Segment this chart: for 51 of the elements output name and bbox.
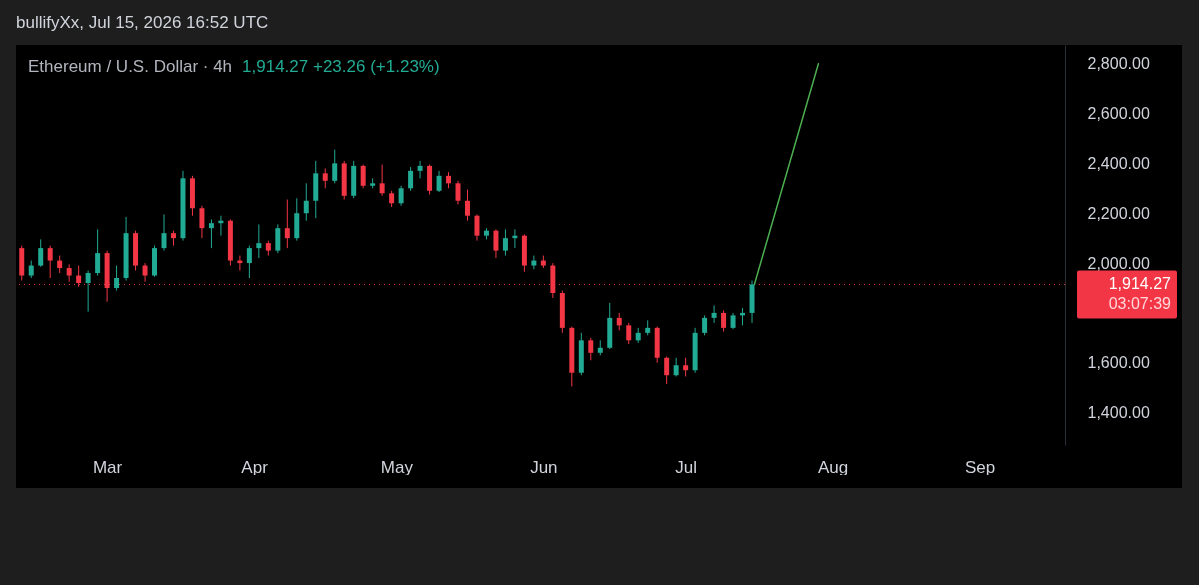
text: 03:07:39 bbox=[1108, 295, 1172, 313]
candlestick bbox=[398, 185, 404, 207]
candlestick bbox=[47, 245, 53, 279]
candlestick bbox=[322, 167, 328, 189]
candlestick bbox=[673, 357, 679, 377]
candlestick bbox=[465, 189, 470, 222]
candlestick bbox=[417, 160, 423, 179]
y-tick-label: 2,400.00 bbox=[1087, 154, 1150, 172]
candlestick bbox=[142, 262, 148, 283]
candlestick bbox=[664, 356, 670, 385]
text: Ethereum / U.S. Dollar · 4h bbox=[28, 57, 233, 76]
candlestick bbox=[721, 309, 727, 333]
y-tick-label: 2,800.00 bbox=[1087, 55, 1150, 73]
y-tick-label: 1,600.00 bbox=[1087, 354, 1150, 372]
x-tick-label: Mar bbox=[92, 457, 123, 477]
candlestick bbox=[711, 304, 717, 324]
candlestick bbox=[379, 164, 385, 197]
y-tick-label: 2,000.00 bbox=[1087, 254, 1150, 272]
candlestick bbox=[303, 182, 309, 222]
candlestick bbox=[474, 213, 480, 242]
y-tick-label: 2,600.00 bbox=[1087, 105, 1150, 123]
x-tick-label: Jul bbox=[675, 457, 697, 477]
candlestick bbox=[246, 245, 252, 279]
candlestick bbox=[683, 357, 689, 377]
candlestick bbox=[408, 166, 414, 192]
candlestick bbox=[493, 228, 499, 259]
candlestick bbox=[626, 322, 632, 345]
ref-line-label: 1,914.27 bbox=[1108, 275, 1172, 293]
x-tick-label: Jun bbox=[530, 457, 558, 477]
candlestick bbox=[502, 228, 508, 257]
candlestick bbox=[208, 218, 214, 249]
candlestick bbox=[455, 180, 461, 205]
candlestick bbox=[199, 205, 205, 239]
text: bullifyXx, Jul 15, 2026 16:52 UTC bbox=[16, 13, 269, 33]
candlestick bbox=[436, 170, 442, 193]
candlestick bbox=[95, 228, 101, 277]
y-tick-label: 1,400.00 bbox=[1087, 404, 1150, 422]
y-tick-label: 2,200.00 bbox=[1087, 204, 1150, 222]
candlestick bbox=[588, 337, 594, 361]
candlestick bbox=[85, 270, 91, 313]
candlestick bbox=[284, 199, 290, 249]
candlestick bbox=[332, 149, 338, 184]
candlestick bbox=[360, 164, 366, 189]
candlestick bbox=[38, 238, 44, 268]
candlestick bbox=[531, 255, 537, 270]
text: 1,914.27 +23.26 (+1.23%) bbox=[242, 57, 440, 76]
candlestick bbox=[161, 213, 167, 252]
candlestick bbox=[275, 223, 281, 254]
candlestick bbox=[702, 314, 708, 336]
candlestick bbox=[114, 265, 120, 291]
candlestick bbox=[256, 223, 262, 259]
